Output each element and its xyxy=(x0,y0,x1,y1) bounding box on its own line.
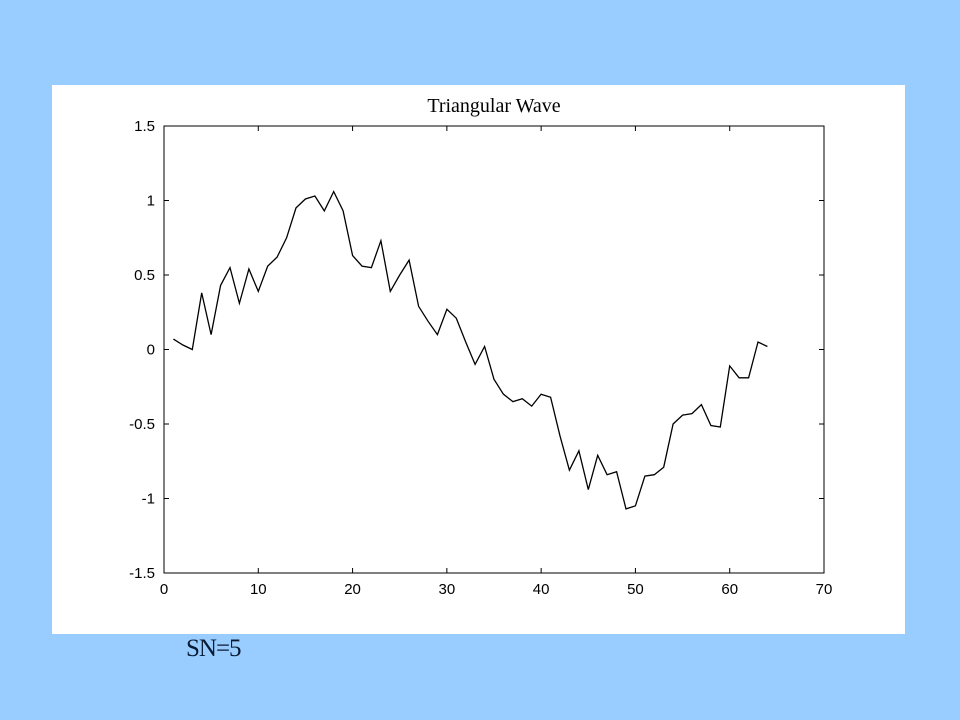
y-tick-label: 1.5 xyxy=(134,118,155,135)
y-tick-label: -0.5 xyxy=(129,416,155,433)
y-tick-label: -1.5 xyxy=(129,565,155,582)
caption-label: SN=5 xyxy=(186,635,242,662)
chart-title: Triangular Wave xyxy=(427,95,560,117)
line-chart: Triangular Wave 0 10 20 30 40 50 60 701.510.50-… xyxy=(129,95,832,598)
x-tick-label: 60 xyxy=(721,581,738,598)
x-tick-label: 10 xyxy=(250,581,267,598)
x-tick-label: 0 xyxy=(160,581,168,598)
tick-labels: 0 10 20 30 40 50 60 70 1.5 1 0.5 0 -0.5 -1 -1.5 xyxy=(129,118,832,598)
y-tick-label: 1 xyxy=(147,193,155,210)
y-tick-label: 0 xyxy=(147,342,155,359)
x-tick-label: 70 xyxy=(816,581,833,598)
x-tick-label: 50 xyxy=(627,581,644,598)
series-line xyxy=(173,190,768,510)
plot-frame xyxy=(163,125,825,574)
x-tick-label: 30 xyxy=(439,581,456,598)
x-tick-label: 20 xyxy=(344,581,361,598)
y-tick-label: -1 xyxy=(142,491,155,508)
x-tick-label: 40 xyxy=(533,581,550,598)
figure-panel: Triangular Wave 0 10 20 30 40 50 60 70 1.5 1 0.5 0-… xyxy=(52,85,905,634)
tick-marks xyxy=(163,125,825,574)
y-tick-label: 0.5 xyxy=(134,267,155,284)
